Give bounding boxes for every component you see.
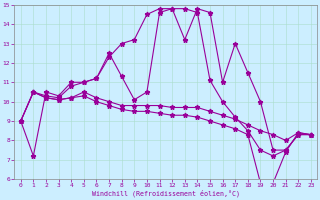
X-axis label: Windchill (Refroidissement éolien,°C): Windchill (Refroidissement éolien,°C) bbox=[92, 190, 240, 197]
